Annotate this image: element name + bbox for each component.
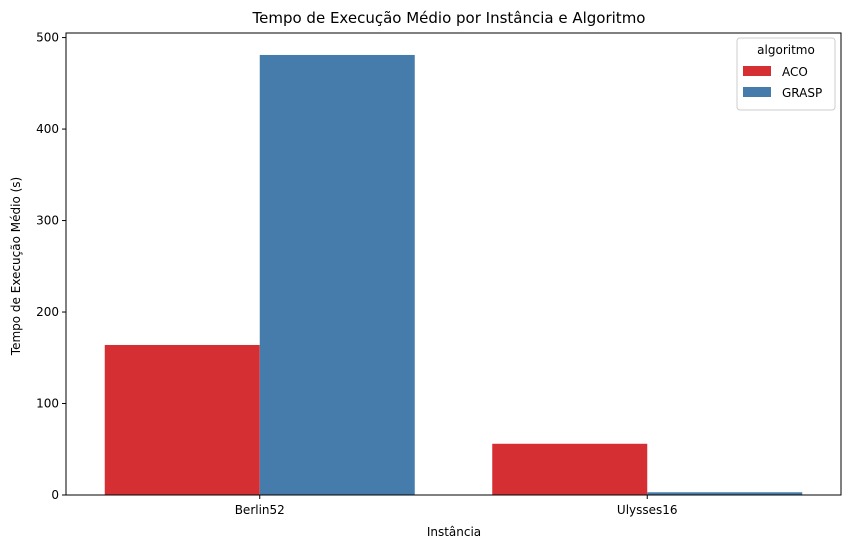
x-axis: Berlin52 Ulysses16 [235, 495, 678, 517]
y-axis-label: Tempo de Execução Médio (s) [9, 177, 23, 356]
y-tick-label: 200 [36, 305, 59, 319]
x-axis-label: Instância [427, 525, 481, 539]
legend-title: algoritmo [757, 43, 815, 57]
legend-label-aco: ACO [782, 65, 808, 79]
plot-area [104, 54, 803, 496]
y-axis: 0 100 200 300 400 500 [36, 31, 66, 502]
chart-title: Tempo de Execução Médio por Instância e … [252, 9, 646, 27]
x-tick-label: Berlin52 [235, 503, 285, 517]
plot-frame [65, 32, 842, 496]
legend-label-grasp: GRASP [782, 86, 822, 100]
bar-grasp-berlin52 [259, 54, 415, 496]
y-tick-label: 400 [36, 122, 59, 136]
bar-aco-ulysses16 [492, 443, 648, 495]
x-tick-label: Ulysses16 [617, 503, 678, 517]
y-tick-label: 100 [36, 397, 59, 411]
bar-grasp-ulysses16 [647, 492, 803, 495]
legend-swatch-aco [743, 66, 771, 76]
y-tick-label: 300 [36, 214, 59, 228]
y-tick-label: 500 [36, 31, 59, 45]
legend-swatch-grasp [743, 87, 771, 97]
y-tick-label: 0 [51, 488, 59, 502]
bar-aco-berlin52 [104, 344, 260, 495]
legend: algoritmo ACO GRASP [736, 37, 836, 111]
